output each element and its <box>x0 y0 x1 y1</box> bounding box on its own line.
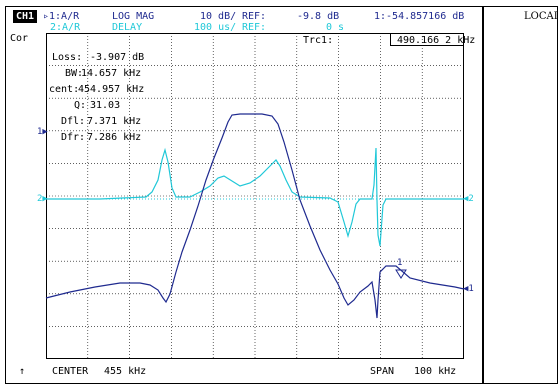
up-arrow-icon: ↑ <box>19 366 25 377</box>
stat-value: 31.03 <box>90 100 120 111</box>
stat-label: Q: <box>74 100 86 111</box>
trace1-ref-marker-right: ◀1 <box>463 284 474 295</box>
trace-readout-label: Trc1: <box>303 35 333 46</box>
trace2-ref-marker-right: ◀2 <box>463 194 474 205</box>
span-value[interactable]: 100 kHz <box>414 366 456 377</box>
trace1-ref-marker-left: 1▶ <box>37 127 48 138</box>
stat-value: 7.371 kHz <box>87 116 141 127</box>
stat-label: Dfl: <box>61 116 85 127</box>
trace2-ref-marker-left: 2▶ <box>37 194 48 205</box>
center-label: CENTER <box>52 366 88 377</box>
stat-value: 14.657 kHz <box>81 68 141 79</box>
stat-value: 454.957 kHz <box>78 84 144 95</box>
stat-value: 7.286 kHz <box>87 132 141 143</box>
stat-value: -3.907 dB <box>90 52 144 63</box>
trace-readout-value: 490.166 2 kHz <box>397 35 475 46</box>
span-label: SPAN <box>370 366 394 377</box>
stat-label: Loss: <box>52 52 82 63</box>
stat-label: cent: <box>49 84 79 95</box>
marker-number: 1 <box>397 258 402 269</box>
stat-label: Dfr: <box>61 132 85 143</box>
center-value[interactable]: 455 kHz <box>104 366 146 377</box>
